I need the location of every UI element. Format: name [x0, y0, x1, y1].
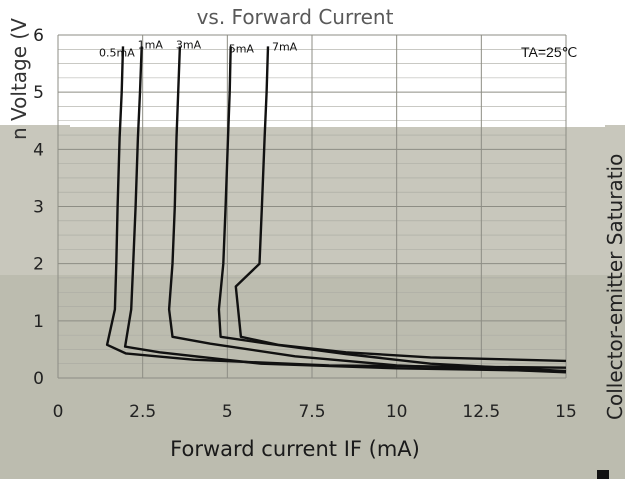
series-line — [234, 46, 567, 363]
y-tick-label: 1 — [33, 312, 44, 332]
corner-marker — [597, 470, 609, 479]
series-label: 3mA — [176, 38, 202, 51]
series-line — [217, 46, 567, 373]
chart-title: vs. Forward Current — [197, 5, 394, 29]
x-tick-label: 2.5 — [129, 402, 156, 422]
y-tick-label: 0 — [33, 369, 44, 389]
plot-panel-middle — [70, 127, 577, 266]
y-tick-labels: 0 1 2 3 4 5 6 — [33, 26, 44, 389]
temperature-annotation: TA=25℃ — [521, 44, 577, 60]
y-tick-label: 5 — [33, 83, 44, 103]
x-tick-label: 12.5 — [462, 402, 500, 422]
x-tick-label: 10 — [386, 402, 408, 422]
series-label: 1mA — [138, 38, 164, 51]
series-line — [123, 46, 567, 373]
y-axis-label-right: Collector-emitter Saturatio — [603, 154, 625, 420]
plot-panel-top — [70, 35, 605, 127]
series-label: 0.5mA — [99, 46, 135, 59]
series-label: 7mA — [272, 40, 298, 53]
y-tick-label: 3 — [33, 198, 44, 218]
x-tick-label: 5 — [222, 402, 233, 422]
y-tick-label: 4 — [33, 140, 44, 160]
x-tick-label: 0 — [53, 402, 64, 422]
x-tick-label: 7.5 — [298, 402, 325, 422]
series-line — [167, 46, 567, 374]
series-label: 5mA — [229, 42, 255, 55]
y-axis-label-left: n Voltage (V — [7, 18, 31, 140]
x-tick-labels: 0 2.5 5 7.5 10 12.5 15 — [53, 402, 577, 422]
x-tick-label: 15 — [555, 402, 577, 422]
x-axis-label: Forward current IF (mA) — [170, 437, 420, 461]
y-tick-label: 6 — [33, 26, 44, 46]
y-tick-label: 2 — [33, 255, 44, 275]
series-lines — [105, 46, 567, 374]
